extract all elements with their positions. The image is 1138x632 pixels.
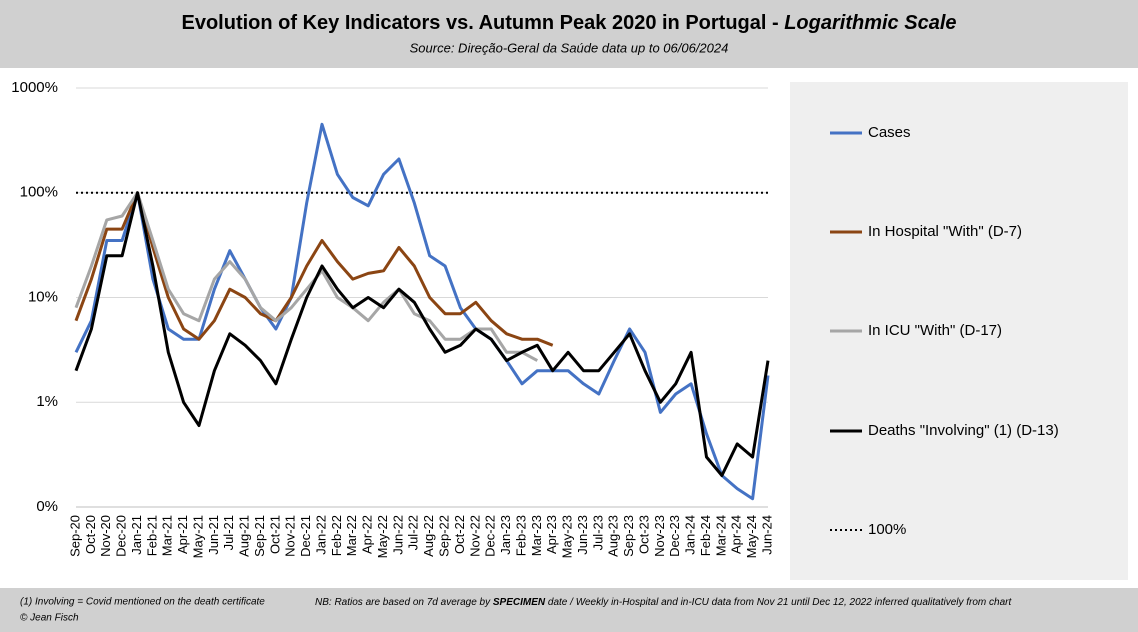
x-tick-label: Nov-22 — [467, 515, 482, 557]
x-tick-label: Oct-20 — [83, 515, 98, 554]
footer-bar — [0, 588, 1138, 632]
x-tick-label: Oct-23 — [636, 515, 651, 554]
x-tick-label: Feb-23 — [513, 515, 528, 556]
x-tick-label: Dec-21 — [298, 515, 313, 557]
title-emphasis: Logarithmic Scale — [784, 12, 956, 34]
legend-label: 100% — [868, 521, 906, 538]
x-tick-label: Mar-24 — [713, 515, 728, 556]
x-tick-label: May-22 — [375, 515, 390, 558]
x-tick-label: Jun-23 — [575, 515, 590, 555]
nb-note: NB: Ratios are based on 7d average by SP… — [315, 597, 1012, 608]
x-tick-label: Dec-23 — [667, 515, 682, 557]
y-tick-label: 0% — [36, 498, 58, 515]
x-tick-label: Jun-24 — [759, 515, 774, 555]
x-tick-label: Sep-21 — [252, 515, 267, 557]
y-tick-label: 1000% — [11, 79, 58, 96]
x-tick-label: Mar-22 — [344, 515, 359, 556]
title-bar — [0, 0, 1138, 68]
x-tick-label: Feb-21 — [144, 515, 159, 556]
x-tick-label: Mar-23 — [529, 515, 544, 556]
series-line — [74, 191, 539, 362]
legend-label: In ICU "With" (D-17) — [868, 322, 1002, 339]
y-tick-label: 10% — [28, 288, 58, 305]
x-tick-label: Jul-23 — [590, 515, 605, 550]
x-tick-label: Nov-23 — [652, 515, 667, 557]
x-tick-label: May-21 — [190, 515, 205, 558]
x-tick-label: Oct-21 — [267, 515, 282, 554]
legend-label: Deaths "Involving" (1) (D-13) — [868, 422, 1059, 439]
copyright: © Jean Fisch — [20, 613, 79, 624]
series-line — [74, 191, 554, 347]
subtitle: Source: Direção-Geral da Saúde data up t… — [410, 40, 729, 55]
nb-part: SPECIMEN — [493, 597, 546, 608]
legend-label: Cases — [868, 124, 911, 141]
x-tick-label: Jul-22 — [406, 515, 421, 550]
x-tick-label: Sep-20 — [67, 515, 82, 557]
x-tick-label: Jan-22 — [313, 515, 328, 555]
x-tick-label: Jun-22 — [390, 515, 405, 555]
x-tick-label: Aug-21 — [237, 515, 252, 557]
x-tick-label: Aug-23 — [606, 515, 621, 557]
x-tick-label: Nov-21 — [283, 515, 298, 557]
x-tick-label: Nov-20 — [98, 515, 113, 557]
x-tick-label: Apr-22 — [360, 515, 375, 554]
y-tick-label: 100% — [20, 184, 58, 201]
series-line — [74, 122, 770, 501]
title-main: Evolution of Key Indicators vs. Autumn P… — [182, 12, 785, 34]
footnote: (1) Involving = Covid mentioned on the d… — [20, 597, 265, 608]
x-tick-label: Aug-22 — [421, 515, 436, 557]
x-tick-label: May-23 — [560, 515, 575, 558]
x-tick-label: Jul-21 — [221, 515, 236, 550]
x-tick-label: Mar-21 — [160, 515, 175, 556]
x-tick-label: Apr-23 — [544, 515, 559, 554]
x-tick-label: Feb-22 — [329, 515, 344, 556]
x-tick-label: Feb-24 — [698, 515, 713, 556]
chart-title: Evolution of Key Indicators vs. Autumn P… — [182, 12, 957, 34]
legend-label: In Hospital "With" (D-7) — [868, 223, 1022, 240]
x-tick-label: Dec-20 — [114, 515, 129, 557]
series-line — [74, 191, 770, 477]
x-tick-label: Oct-22 — [452, 515, 467, 554]
x-tick-label: Sep-22 — [437, 515, 452, 557]
x-tick-label: Dec-22 — [483, 515, 498, 557]
x-tick-label: May-24 — [744, 515, 759, 558]
nb-part: date / Weekly in-Hospital and in-ICU dat… — [545, 597, 1012, 608]
x-tick-label: Jan-24 — [683, 515, 698, 555]
y-tick-label: 1% — [36, 393, 58, 410]
x-tick-label: Sep-23 — [621, 515, 636, 557]
x-tick-label: Apr-21 — [175, 515, 190, 554]
x-tick-label: Jan-23 — [498, 515, 513, 555]
nb-part: NB: Ratios are based on 7d average by — [315, 597, 493, 608]
x-tick-label: Apr-24 — [729, 515, 744, 554]
x-tick-label: Jan-21 — [129, 515, 144, 555]
x-tick-label: Jun-21 — [206, 515, 221, 555]
